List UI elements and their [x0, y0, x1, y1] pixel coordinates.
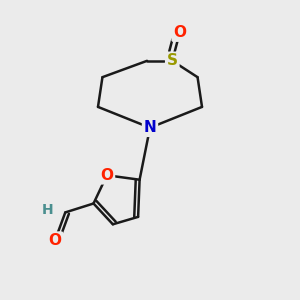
- Text: N: N: [144, 120, 156, 135]
- Text: O: O: [173, 25, 186, 40]
- Text: S: S: [167, 53, 178, 68]
- Text: H: H: [42, 203, 53, 217]
- Text: O: O: [100, 168, 113, 183]
- Text: O: O: [48, 233, 62, 248]
